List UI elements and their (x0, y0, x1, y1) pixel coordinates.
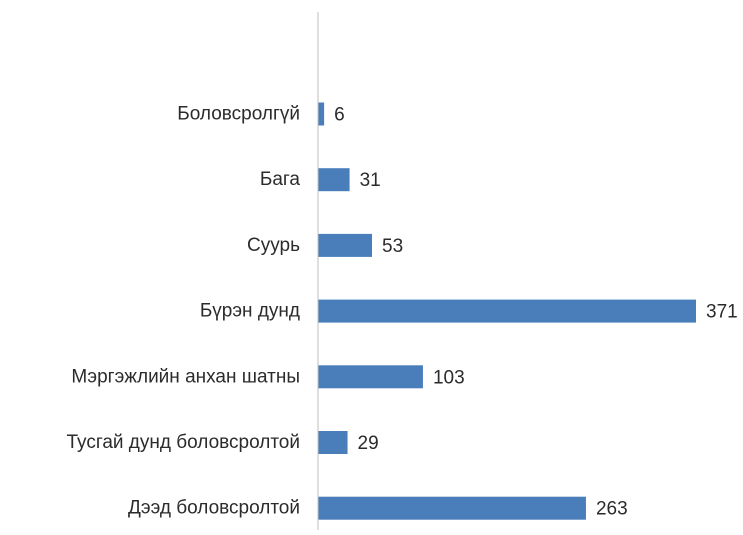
labels-layer: Боловсролгүй 6 Бага 31 Суурь 53 Бүрэн дунд 371 М… (67, 104, 738, 520)
data-label-4: 103 (433, 367, 465, 388)
data-label-1: 31 (360, 170, 381, 191)
bar-3 (318, 299, 696, 323)
bar-4 (318, 365, 423, 389)
bar-5 (318, 431, 348, 454)
data-label-2: 53 (382, 236, 403, 257)
bar-6 (318, 496, 586, 520)
category-label-3: Бүрэн дунд (200, 301, 300, 322)
bars-layer (318, 102, 696, 520)
data-label-0: 6 (334, 105, 345, 126)
data-label-6: 263 (596, 499, 628, 520)
data-label-5: 29 (358, 433, 379, 454)
bar-2 (318, 233, 372, 257)
data-label-3: 371 (706, 302, 738, 323)
category-label-2: Суурь (247, 235, 300, 256)
category-label-6: Дээд боловсролтой (128, 498, 300, 519)
bar-1 (318, 168, 350, 192)
category-label-4: Мэргэжлийн анхан шатны (71, 366, 300, 387)
category-label-1: Бага (260, 169, 301, 190)
category-label-5: Тусгай дунд боловсролтой (67, 432, 301, 453)
category-label-0: Боловсролгүй (177, 104, 300, 125)
bar-0 (318, 102, 325, 126)
